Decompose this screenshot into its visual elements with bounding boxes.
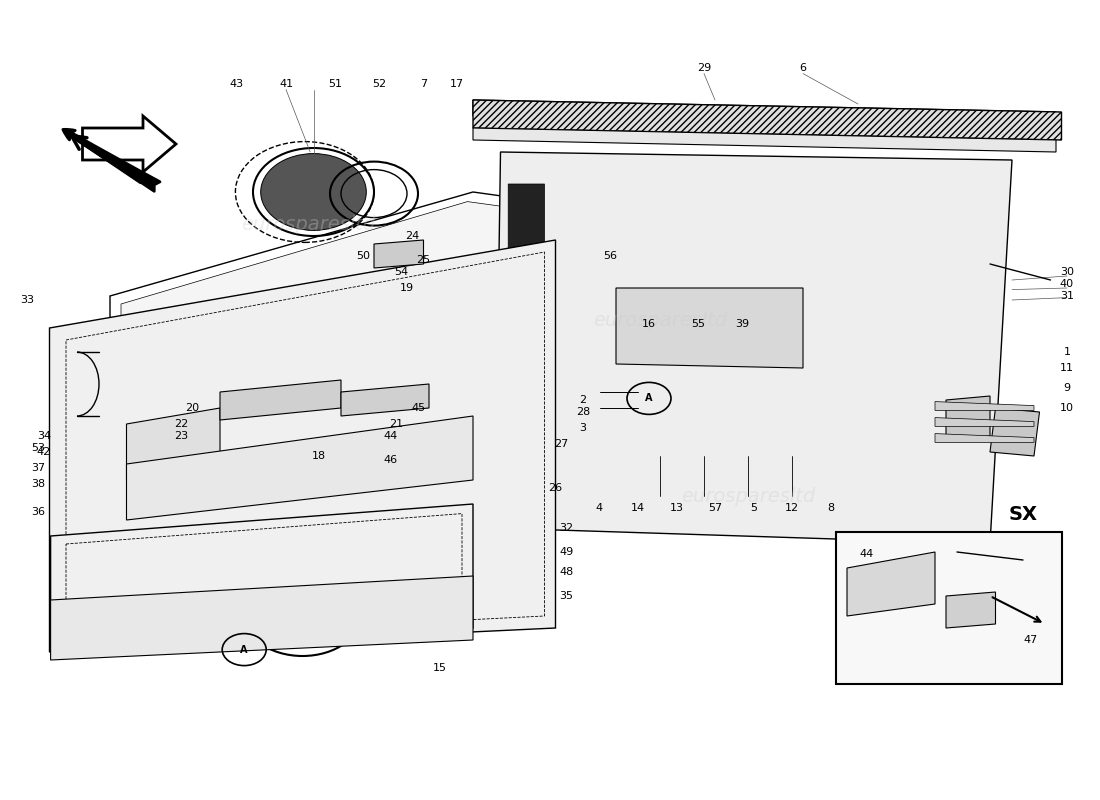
Text: 50: 50: [356, 251, 370, 261]
Polygon shape: [473, 100, 1062, 140]
Text: 3: 3: [580, 423, 586, 433]
Text: 40: 40: [1060, 279, 1074, 289]
Text: 34: 34: [37, 431, 51, 441]
Text: A: A: [646, 394, 652, 403]
Text: 53: 53: [32, 443, 45, 453]
Text: A: A: [241, 645, 248, 654]
Text: 44: 44: [860, 550, 873, 559]
Text: 1: 1: [1064, 347, 1070, 357]
FancyBboxPatch shape: [836, 532, 1062, 684]
Polygon shape: [50, 240, 556, 652]
Text: 33: 33: [21, 295, 34, 305]
Polygon shape: [616, 288, 803, 368]
Text: 37: 37: [32, 463, 45, 473]
Text: 47: 47: [1024, 635, 1037, 645]
Text: 17: 17: [450, 79, 463, 89]
Text: eurosparesltd: eurosparesltd: [681, 486, 815, 506]
Text: 8: 8: [827, 503, 834, 513]
Polygon shape: [935, 434, 1034, 442]
Text: 48: 48: [560, 567, 573, 577]
Text: 16: 16: [642, 319, 656, 329]
Text: 56: 56: [604, 251, 617, 261]
Text: 35: 35: [560, 591, 573, 601]
Text: 28: 28: [576, 407, 590, 417]
Polygon shape: [935, 402, 1034, 410]
Polygon shape: [374, 240, 424, 268]
Text: 42: 42: [37, 447, 51, 457]
Text: SX: SX: [1009, 505, 1037, 524]
Text: 14: 14: [631, 503, 645, 513]
Polygon shape: [126, 416, 473, 520]
Text: eurosparesltd: eurosparesltd: [593, 310, 727, 330]
Text: 52: 52: [373, 79, 386, 89]
Text: 13: 13: [670, 503, 683, 513]
Text: 57: 57: [708, 503, 722, 513]
Text: 45: 45: [411, 403, 425, 413]
Polygon shape: [121, 202, 979, 544]
Text: 44: 44: [384, 431, 397, 441]
Polygon shape: [847, 552, 935, 616]
Polygon shape: [51, 576, 473, 660]
Text: 27: 27: [554, 439, 568, 449]
Text: 18: 18: [312, 451, 326, 461]
Polygon shape: [220, 380, 341, 420]
Text: 25: 25: [417, 255, 430, 265]
Text: 51: 51: [329, 79, 342, 89]
Polygon shape: [990, 408, 1040, 456]
Text: 49: 49: [560, 547, 573, 557]
Polygon shape: [508, 184, 544, 256]
Text: 26: 26: [549, 483, 562, 493]
Polygon shape: [946, 396, 990, 440]
Text: 20: 20: [186, 403, 199, 413]
Text: 39: 39: [736, 319, 749, 329]
Text: 32: 32: [560, 523, 573, 533]
Text: 10: 10: [1060, 403, 1074, 413]
Polygon shape: [126, 408, 220, 480]
Circle shape: [261, 154, 366, 230]
Text: eurosparesltd: eurosparesltd: [241, 214, 375, 234]
Polygon shape: [495, 152, 1012, 544]
Text: 23: 23: [175, 431, 188, 441]
Text: 36: 36: [32, 507, 45, 517]
Text: 54: 54: [395, 267, 408, 277]
Text: 9: 9: [1064, 383, 1070, 393]
Text: 43: 43: [230, 79, 243, 89]
Text: 46: 46: [384, 455, 397, 465]
Text: 2: 2: [580, 395, 586, 405]
Text: 15: 15: [433, 663, 447, 673]
Text: 6: 6: [800, 63, 806, 73]
Text: 31: 31: [1060, 291, 1074, 301]
Polygon shape: [935, 418, 1034, 426]
Polygon shape: [946, 592, 996, 628]
Text: 30: 30: [1060, 267, 1074, 277]
Text: 21: 21: [389, 419, 403, 429]
Text: 24: 24: [406, 231, 419, 241]
Text: 38: 38: [32, 479, 45, 489]
Polygon shape: [473, 128, 1056, 152]
Text: 11: 11: [1060, 363, 1074, 373]
Text: 55: 55: [692, 319, 705, 329]
Polygon shape: [51, 504, 473, 648]
Text: 29: 29: [697, 63, 711, 73]
Text: 12: 12: [785, 503, 799, 513]
Text: 5: 5: [750, 503, 757, 513]
Text: 7: 7: [420, 79, 427, 89]
Text: 41: 41: [279, 79, 293, 89]
Text: 22: 22: [175, 419, 188, 429]
Text: 4: 4: [596, 503, 603, 513]
Polygon shape: [341, 384, 429, 416]
Text: 19: 19: [400, 283, 414, 293]
